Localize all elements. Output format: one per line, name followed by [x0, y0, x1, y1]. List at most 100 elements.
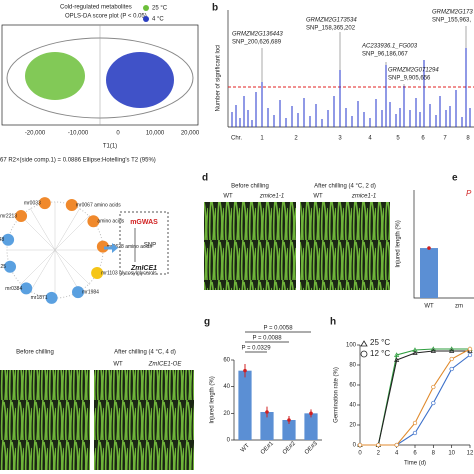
x-tick-label: 4 — [395, 451, 399, 457]
chr-number: 6 — [421, 136, 425, 142]
x-tick-label: 10,000 — [146, 131, 165, 137]
photo — [0, 370, 90, 470]
x-tick-label: 0 — [358, 451, 362, 457]
x-tick-label: 6 — [413, 451, 417, 457]
series-line — [360, 348, 470, 446]
node — [20, 282, 33, 295]
panel-letter: d — [202, 173, 208, 184]
bar — [260, 412, 274, 440]
panel-b: b Number of significant loci GRMZM2G1364… — [212, 3, 474, 142]
y-tick-label: 60 — [349, 383, 356, 389]
gene-label: GRMZM2G071294 — [388, 68, 439, 74]
cluster-25 — [25, 52, 85, 100]
manhattan-spikes — [231, 48, 471, 127]
x-tick-label: 20,000 — [181, 131, 200, 137]
snp-label: SNP_155,963, — [432, 18, 471, 24]
box-snp: SNP — [144, 243, 156, 249]
leader-lines — [261, 26, 467, 86]
snp-label: SNP_200,626,689 — [232, 40, 282, 46]
subtitle: OPLS-DA score plot (P < 0.05) — [65, 14, 147, 20]
gene-label: GRMZM2G136443 — [232, 32, 283, 38]
node-label: mr2048 — [0, 237, 4, 243]
gene-label: GRMZM2G173 — [432, 10, 473, 16]
node — [15, 210, 28, 223]
y-label: Injured length (%) — [210, 376, 216, 423]
x-tick-label: WT — [424, 304, 434, 310]
marker — [394, 442, 399, 448]
node-label: mr1103 glycosylglycerols — [101, 270, 157, 276]
panel-f: Before chilling After chilling (4 °C, 4 … — [0, 350, 194, 470]
y-tick-label: 60 — [223, 358, 230, 364]
marker — [412, 430, 418, 436]
marker — [412, 350, 418, 355]
node — [96, 240, 109, 253]
photo-title: After chilling (4 °C, 4 d) — [114, 350, 176, 356]
marker — [376, 442, 381, 448]
photo-title: Before chilling — [231, 184, 269, 190]
x-tick-label: OE#2 — [282, 440, 298, 456]
x-label: T1(1) — [103, 144, 117, 150]
data-dot — [243, 368, 247, 373]
photo-label: WT — [113, 362, 123, 368]
y-label: Germination rate (%) — [334, 367, 340, 423]
gene-label: AC233936.1_FG003 — [361, 44, 418, 50]
node — [2, 233, 15, 246]
legend-label: 4 °C — [152, 17, 164, 23]
footer: 67 R2×(side comp.1) = 0.0886 Ellipse:Hot… — [0, 158, 156, 164]
marker — [449, 356, 454, 362]
node-label: mr0628 amino acids — [107, 244, 153, 250]
data-dot — [309, 411, 313, 416]
node — [91, 267, 104, 280]
y-tick-label: 0 — [353, 443, 357, 449]
legend-label: 12 °C — [370, 349, 390, 358]
gene-label: GRMZM2G173534 — [306, 18, 357, 24]
box-title: mGWAS — [130, 219, 158, 226]
y-tick-label: 40 — [349, 403, 356, 409]
p-annotation: P = 0.0329 — [241, 346, 271, 352]
photo-label: zmice1-1 — [259, 194, 284, 200]
marker — [449, 366, 454, 372]
marker — [412, 420, 418, 426]
photo — [204, 202, 296, 290]
bar — [238, 370, 252, 440]
legend-swatch — [143, 16, 149, 22]
chr-number: 8 — [466, 136, 470, 142]
node — [38, 197, 51, 210]
node-label: amino acids — [97, 219, 124, 225]
snp-label: SNP_9,905,656 — [388, 76, 431, 82]
photo-label: ZmICE1-OE — [148, 362, 183, 368]
node — [65, 199, 78, 212]
marker — [394, 352, 400, 357]
panel-letter: h — [330, 317, 336, 328]
x-tick-label: 2 — [377, 451, 381, 457]
marker — [449, 348, 455, 353]
chr-number: 5 — [396, 136, 400, 142]
x-tick-label: 12 — [467, 451, 474, 457]
cluster-4 — [106, 52, 174, 108]
photo-label: zmice1-1 — [351, 194, 376, 200]
x-label: Time (d) — [404, 461, 426, 467]
x-tick-label: 8 — [432, 451, 436, 457]
panel-letter: g — [204, 317, 210, 328]
panel-a: Cold-regulated metabolites OPLS-DA score… — [0, 5, 200, 164]
legend-marker — [360, 350, 368, 358]
p-annotation: P = 0.0088 — [252, 336, 282, 342]
x-tick-label: -20,000 — [25, 131, 46, 137]
charts: e Injured length (%) WT zm Pg Injured length … — [204, 173, 474, 467]
bar — [420, 248, 438, 298]
panel-d: d Before chilling After chilling (4 °C, … — [202, 173, 390, 290]
marker — [431, 400, 436, 406]
y-label: Number of significant loci — [216, 44, 222, 111]
node-label: mr2213 — [0, 213, 17, 219]
node-label: mr0033 — [24, 200, 41, 206]
data-dot — [265, 410, 269, 414]
photo-title: Before chilling — [16, 350, 54, 356]
p-annotation: P = 0.0058 — [263, 326, 293, 332]
x-tick-label: 10 — [448, 451, 455, 457]
chr-number: 3 — [338, 136, 342, 142]
x-tick-label: 0 — [116, 131, 120, 137]
photo — [94, 370, 194, 470]
p-annotation: P — [466, 189, 472, 198]
photo — [300, 202, 390, 290]
